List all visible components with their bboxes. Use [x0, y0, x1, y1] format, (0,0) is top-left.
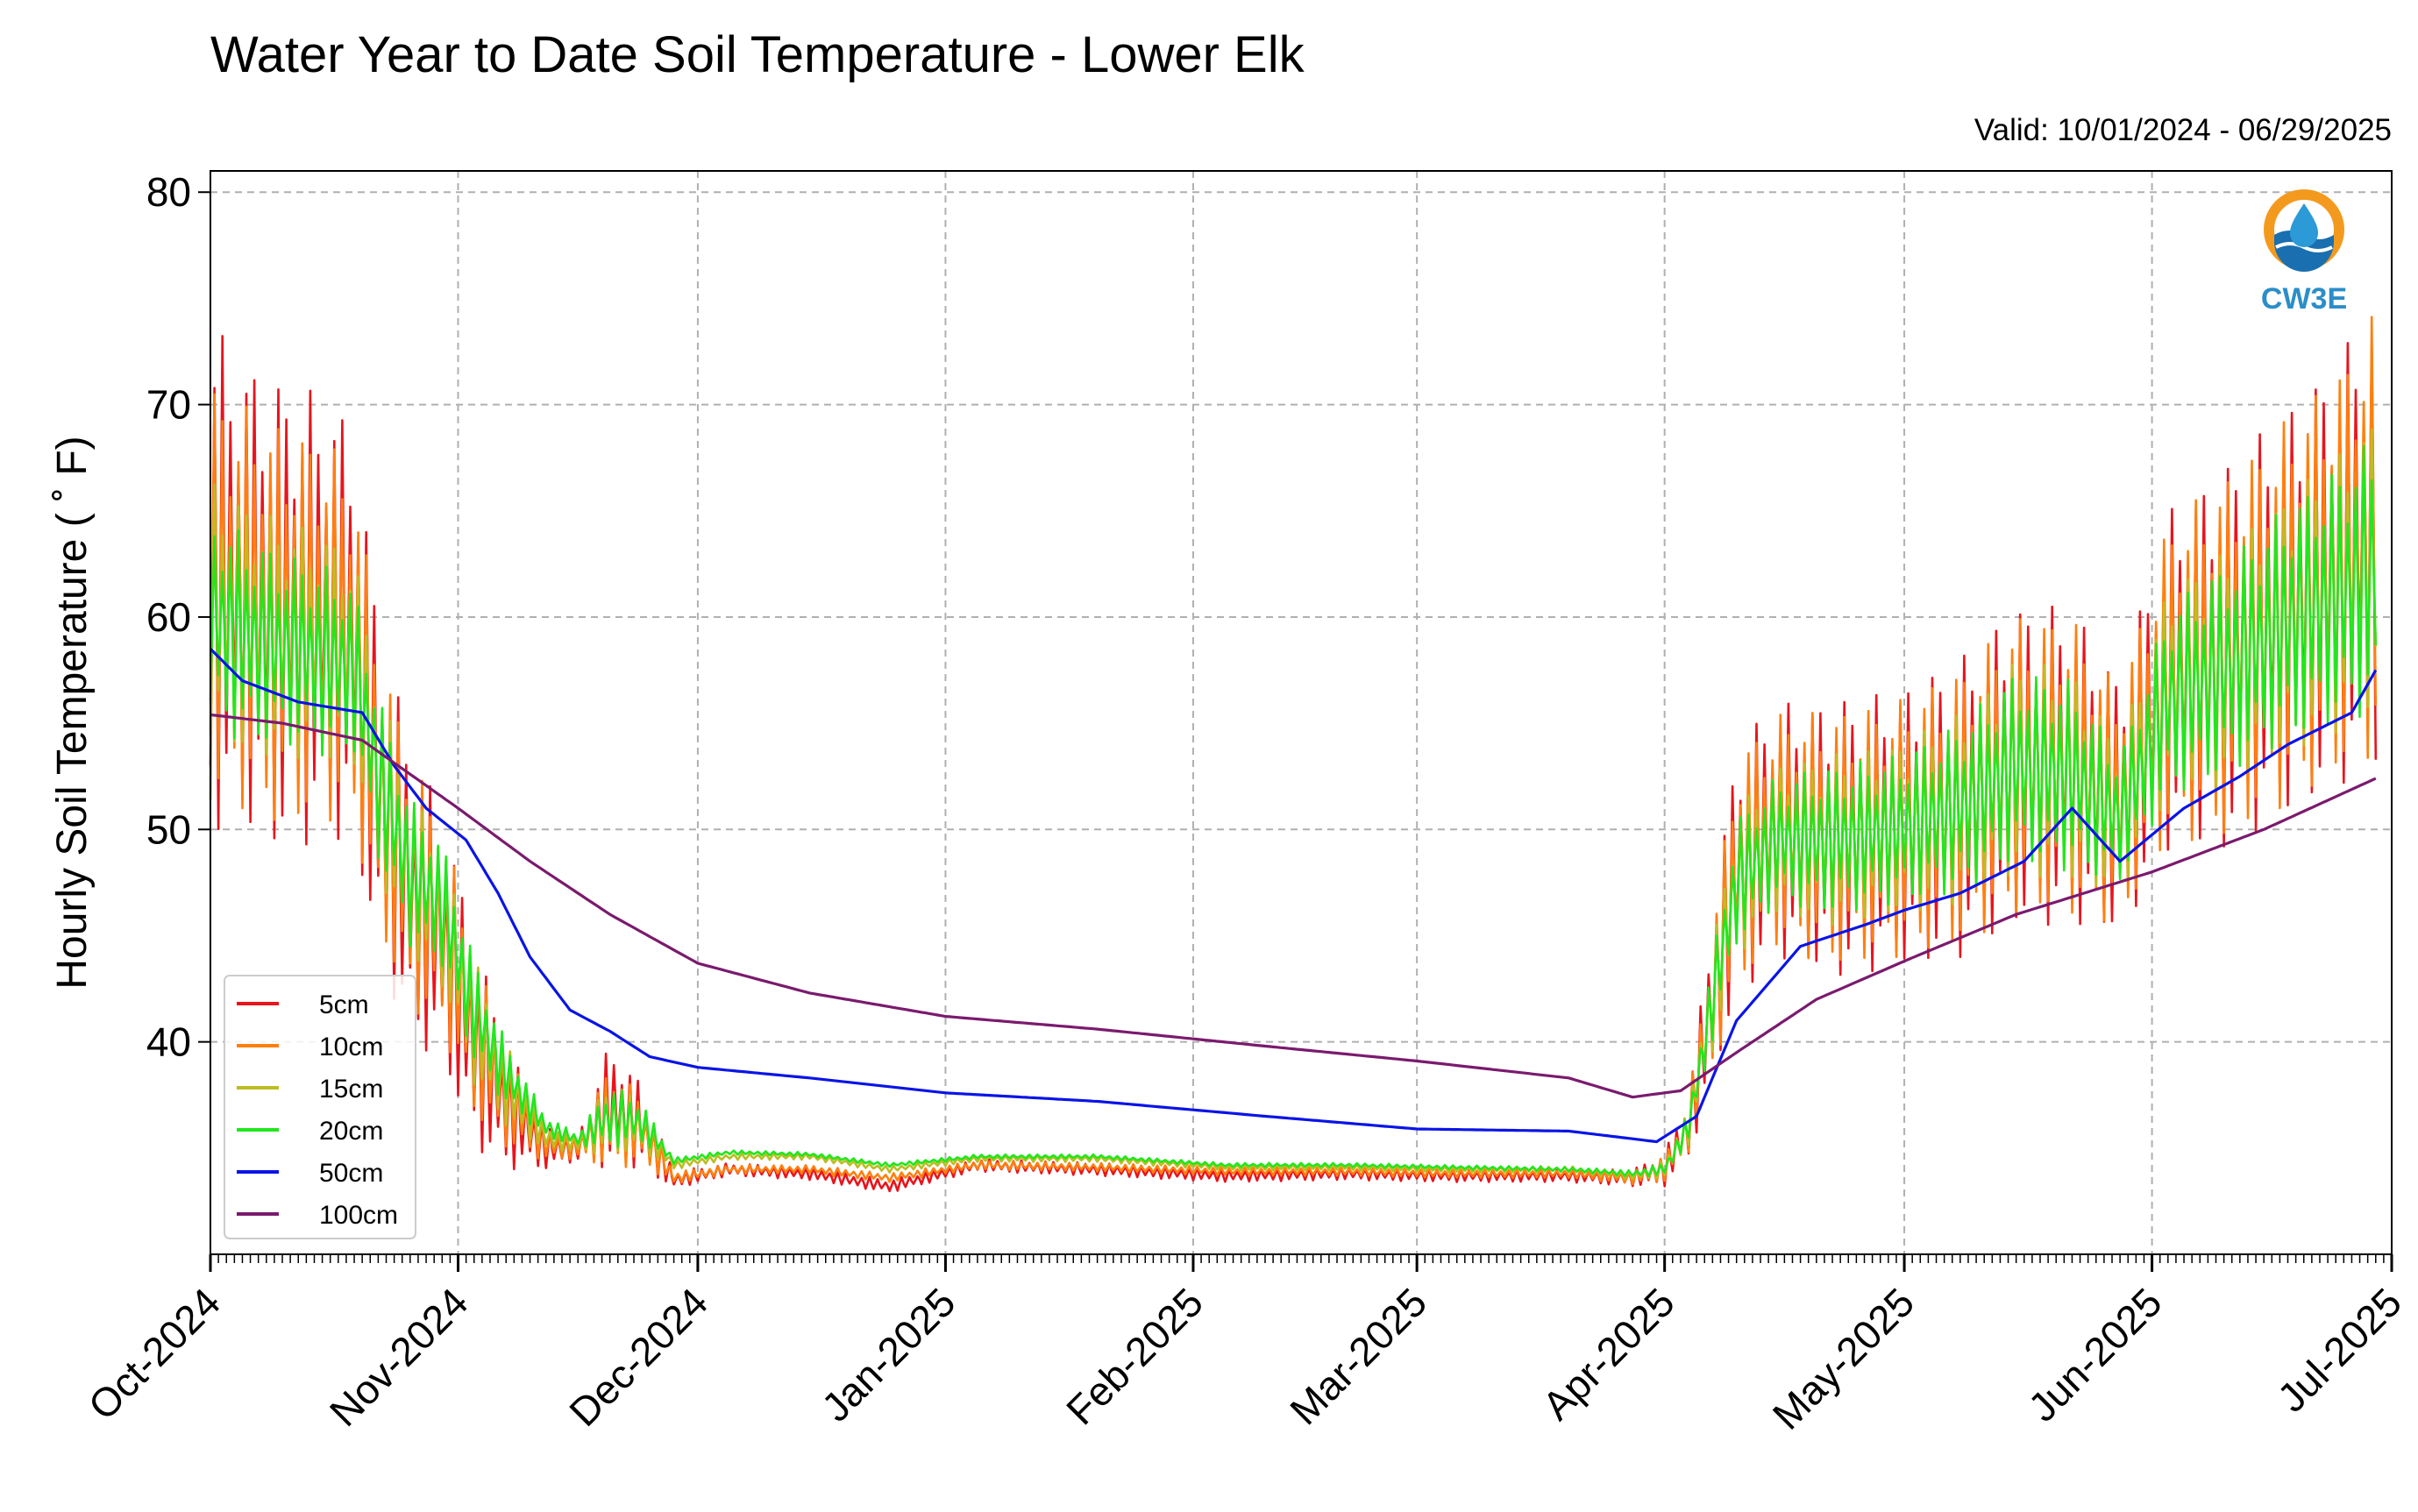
legend: 5cm 10cm 15cm 20cm 50cm 100cm — [224, 975, 416, 1239]
series-line-15cm — [209, 428, 2378, 1181]
valid-range: Valid: 10/01/2024 - 06/29/2025 — [1974, 113, 2392, 147]
series-line-20cm — [209, 444, 2378, 1178]
y-axis-label: Hourly Soil Temperature ( ˚ F) — [49, 436, 96, 989]
x-tick-label: Apr-2025 — [1533, 1279, 1683, 1429]
x-tick-label: Jan-2025 — [813, 1279, 964, 1430]
legend-label-10cm: 10cm — [319, 1033, 383, 1061]
y-tick-label: 50 — [146, 806, 191, 852]
legend-label-15cm: 15cm — [319, 1075, 383, 1104]
legend-label-100cm: 100cm — [319, 1201, 398, 1230]
plot-frame — [210, 170, 2393, 1255]
x-tick-label: May-2025 — [1764, 1279, 1923, 1437]
y-tick-label: 60 — [146, 594, 191, 640]
y-tick-label: 70 — [146, 382, 191, 428]
x-tick-label: Feb-2025 — [1057, 1279, 1212, 1433]
x-tick-label: Oct-2024 — [80, 1279, 230, 1429]
legend-label-5cm: 5cm — [319, 990, 369, 1019]
x-tick-label: Mar-2025 — [1281, 1279, 1435, 1433]
x-tick-label: Jun-2025 — [2019, 1279, 2170, 1430]
cw3e-logo: CW3E — [2261, 189, 2347, 316]
logo-text: CW3E — [2261, 282, 2347, 316]
chart-title: Water Year to Date Soil Temperature - Lo… — [210, 26, 1305, 83]
y-tick-label: 40 — [146, 1019, 191, 1065]
series-layer — [209, 316, 2378, 1193]
legend-label-50cm: 50cm — [319, 1159, 383, 1188]
x-tick-label: Dec-2024 — [560, 1279, 716, 1435]
logo-wave-icon — [2274, 231, 2334, 272]
logo-drop-icon — [2290, 203, 2318, 247]
legend-label-20cm: 20cm — [319, 1117, 383, 1146]
x-tick-label: Jul-2025 — [2269, 1279, 2411, 1421]
series-line-100cm — [210, 713, 2377, 1099]
series-line-50cm — [209, 648, 2378, 1144]
grid-lines — [210, 171, 2393, 1254]
y-tick-label: 80 — [146, 169, 191, 215]
x-tick-label: Nov-2024 — [321, 1279, 477, 1435]
